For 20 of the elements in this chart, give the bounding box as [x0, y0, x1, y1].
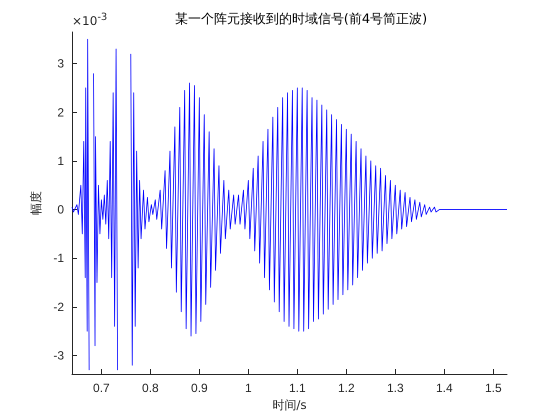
y-tick-label: 2	[57, 105, 64, 120]
y-tick-label: 3	[57, 56, 64, 71]
x-tick-label: 0.9	[191, 381, 208, 395]
text: ×10$^{-3}$	[72, 12, 108, 28]
y-axis-title: 幅度	[29, 191, 43, 215]
y-tick-label: -1	[53, 251, 64, 266]
x-tick-label: 1.2	[338, 381, 355, 395]
y-tick-label: 0	[57, 202, 64, 217]
x-tick-label: 1.5	[484, 381, 502, 395]
x-tick-label: 1.1	[288, 381, 306, 395]
chart-title: 某一个阵元接收到的时域信号(前4号简正波)	[174, 12, 428, 27]
x-tick-label: 0.7	[93, 381, 110, 395]
y-tick-label: 1	[57, 154, 64, 168]
x-axis-title: 时间/s	[272, 398, 307, 412]
x-tick-label: 1	[245, 381, 252, 395]
x-tick-label: 1.3	[386, 381, 404, 395]
y-tick-label: -3	[53, 348, 64, 363]
y-tick-label: -2	[53, 300, 64, 314]
x-tick-label: 1.4	[436, 381, 453, 395]
x-tick-label: 0.8	[142, 381, 160, 395]
